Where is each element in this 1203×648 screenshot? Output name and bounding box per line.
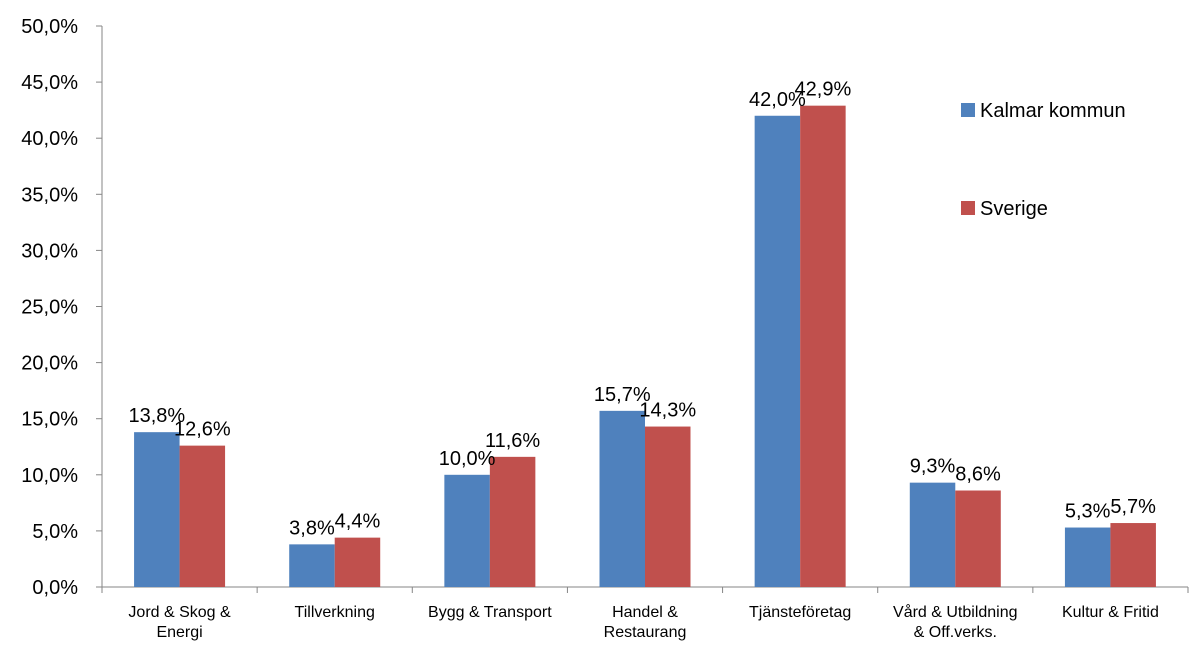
x-tick-label-line: & Off.verks. [914, 624, 997, 641]
bar [910, 483, 956, 587]
x-tick-label-line: Handel & [612, 604, 678, 621]
bar [755, 116, 801, 587]
y-tick-label: 45,0% [21, 72, 78, 94]
bar [289, 544, 335, 587]
bar [600, 411, 646, 587]
bar [335, 538, 381, 587]
y-tick-label: 10,0% [21, 465, 78, 487]
x-tick-label-line: Vård & Utbildning [893, 603, 1018, 621]
x-tick-label-line: Energi [156, 624, 202, 641]
y-tick-label: 20,0% [21, 353, 78, 375]
data-label: 8,6% [955, 464, 1001, 486]
bar [490, 457, 536, 587]
bar [444, 475, 490, 587]
x-tick-label: Tjänsteföretag [749, 604, 851, 621]
data-label: 4,4% [335, 511, 381, 533]
x-tick-label-line: Bygg & Transport [428, 604, 552, 621]
data-label: 5,3% [1065, 501, 1111, 523]
y-tick-label: 15,0% [21, 409, 78, 431]
y-tick-label: 50,0% [21, 16, 78, 38]
bar [800, 106, 846, 587]
y-tick-label: 25,0% [21, 297, 78, 319]
x-tick-label: Tillverkning [295, 604, 375, 621]
bar [1065, 528, 1111, 587]
x-tick-label: Kultur & Fritid [1062, 604, 1159, 621]
bar [180, 446, 226, 587]
x-tick-label: Jord & Skog & Energi [128, 604, 231, 641]
legend: Kalmar kommun Sverige [961, 100, 1126, 220]
y-tick-label: 40,0% [21, 128, 78, 150]
y-tick-label: 5,0% [32, 521, 78, 543]
bar [1110, 523, 1156, 587]
data-label: 9,3% [910, 456, 956, 478]
data-label: 14,3% [639, 400, 696, 422]
x-tick-label-line: Tillverkning [295, 604, 375, 621]
x-tick-label: Bygg & Transport [428, 604, 552, 621]
legend-label: Sverige [980, 198, 1048, 220]
legend-swatch [961, 103, 975, 117]
x-tick-label: Vård & Utbildning & Off.verks. [893, 603, 1018, 641]
data-label: 42,9% [795, 79, 852, 101]
y-tick-label: 35,0% [21, 184, 78, 206]
data-label: 3,8% [289, 517, 335, 539]
bar [645, 427, 691, 587]
data-label: 5,7% [1110, 496, 1156, 518]
x-tick-label-line: Tjänsteföretag [749, 604, 851, 621]
x-tick-label-line: Kultur & Fritid [1062, 604, 1159, 621]
x-tick-label-line: Jord & Skog & [128, 604, 231, 621]
legend-label: Kalmar kommun [980, 100, 1126, 122]
bars [134, 106, 1156, 587]
legend-swatch [961, 201, 975, 215]
data-label: 12,6% [174, 419, 231, 441]
x-tick-label-line: Restaurang [604, 624, 687, 641]
y-tick-label: 0,0% [32, 577, 78, 599]
x-tick-label: Handel & Restaurang [604, 604, 687, 641]
y-tick-label: 30,0% [21, 240, 78, 262]
bar [134, 432, 180, 587]
data-label: 11,6% [485, 430, 540, 452]
bar [955, 491, 1001, 587]
